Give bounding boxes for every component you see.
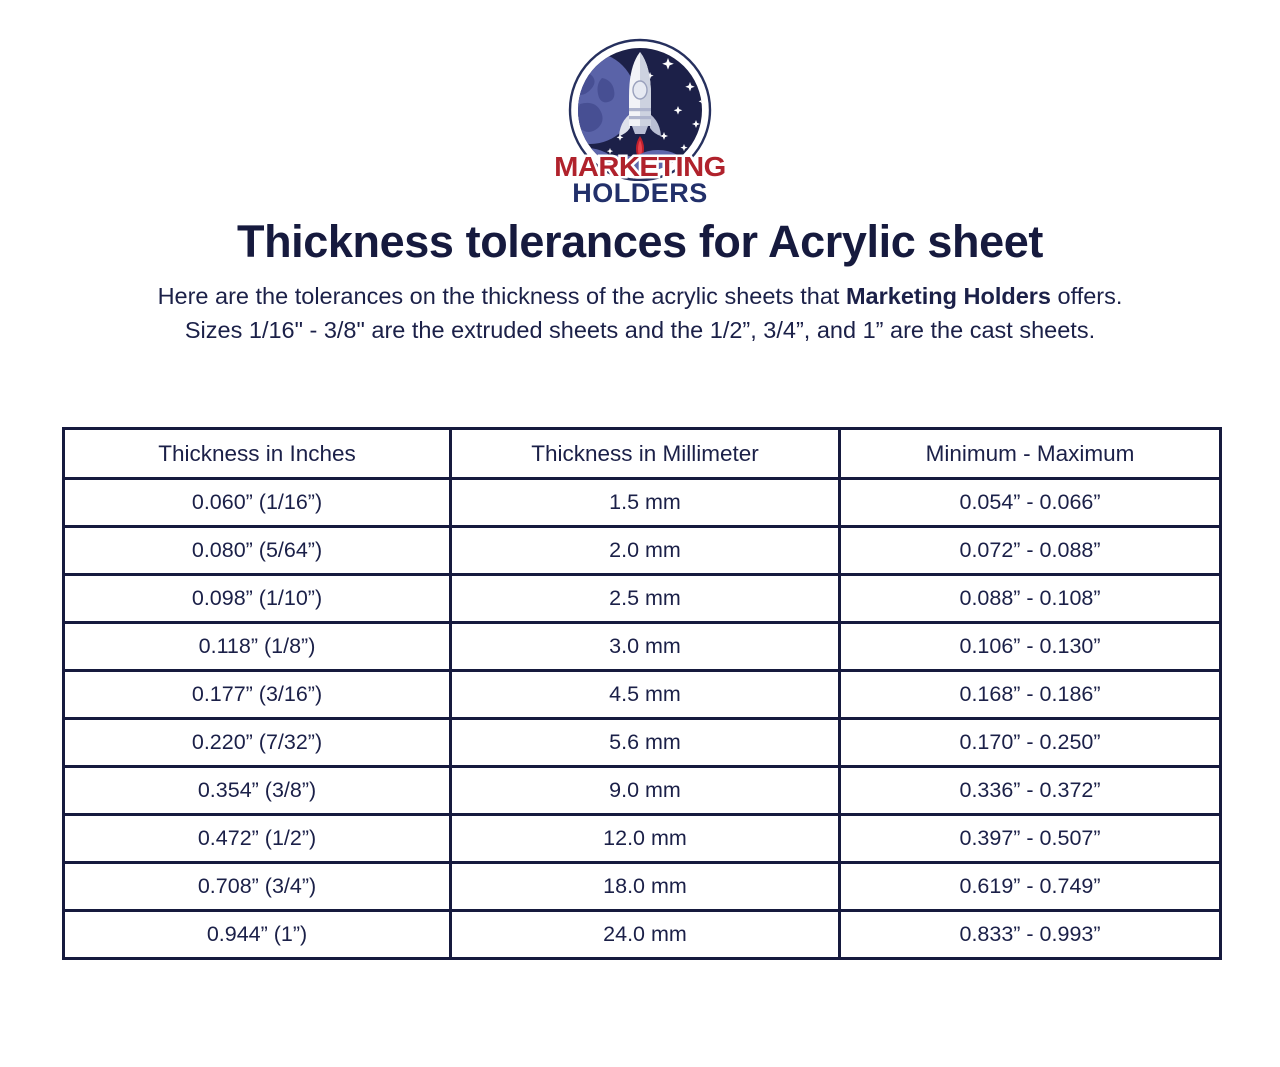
marketing-holders-logo: MARKETING HOLDERS bbox=[550, 28, 730, 208]
cell-min-max: 0.619” - 0.749” bbox=[838, 861, 1222, 912]
table-row: 0.060” (1/16”) 1.5 mm 0.054” - 0.066” bbox=[62, 477, 1222, 528]
cell-min-max: 0.088” - 0.108” bbox=[838, 573, 1222, 624]
cell-min-max: 0.072” - 0.088” bbox=[838, 525, 1222, 576]
cell-millimeter: 18.0 mm bbox=[449, 861, 841, 912]
cell-inches: 0.080” (5/64”) bbox=[62, 525, 452, 576]
table-row: 0.220” (7/32”) 5.6 mm 0.170” - 0.250” bbox=[62, 717, 1222, 768]
cell-min-max: 0.106” - 0.130” bbox=[838, 621, 1222, 672]
subtitle-line-1: Here are the tolerances on the thickness… bbox=[40, 279, 1240, 313]
table-header-row: Thickness in Inches Thickness in Millime… bbox=[62, 427, 1222, 480]
cell-inches: 0.060” (1/16”) bbox=[62, 477, 452, 528]
cell-millimeter: 24.0 mm bbox=[449, 909, 841, 960]
cell-min-max: 0.054” - 0.066” bbox=[838, 477, 1222, 528]
logo-word-marketing: MARKETING bbox=[552, 149, 729, 185]
cell-millimeter: 12.0 mm bbox=[449, 813, 841, 864]
page-subtitle: Here are the tolerances on the thickness… bbox=[40, 279, 1240, 348]
cell-inches: 0.177” (3/16”) bbox=[62, 669, 452, 720]
cell-min-max: 0.168” - 0.186” bbox=[838, 669, 1222, 720]
table-row: 0.472” (1/2”) 12.0 mm 0.397” - 0.507” bbox=[62, 813, 1222, 864]
cell-millimeter: 9.0 mm bbox=[449, 765, 841, 816]
tolerance-table: Thickness in Inches Thickness in Millime… bbox=[62, 427, 1222, 960]
logo-container: MARKETING HOLDERS bbox=[0, 0, 1280, 208]
cell-inches: 0.118” (1/8”) bbox=[62, 621, 452, 672]
cell-min-max: 0.397” - 0.507” bbox=[838, 813, 1222, 864]
cell-millimeter: 4.5 mm bbox=[449, 669, 841, 720]
subtitle-line-1-prefix: Here are the tolerances on the thickness… bbox=[157, 282, 846, 309]
cell-millimeter: 1.5 mm bbox=[449, 477, 841, 528]
table-row: 0.708” (3/4”) 18.0 mm 0.619” - 0.749” bbox=[62, 861, 1222, 912]
table-row: 0.118” (1/8”) 3.0 mm 0.106” - 0.130” bbox=[62, 621, 1222, 672]
cell-inches: 0.220” (7/32”) bbox=[62, 717, 452, 768]
svg-text:HOLDERS: HOLDERS bbox=[572, 178, 708, 208]
subtitle-brand-name: Marketing Holders bbox=[845, 282, 1051, 309]
cell-inches: 0.472” (1/2”) bbox=[62, 813, 452, 864]
cell-min-max: 0.833” - 0.993” bbox=[838, 909, 1222, 960]
table-row: 0.098” (1/10”) 2.5 mm 0.088” - 0.108” bbox=[62, 573, 1222, 624]
tolerance-table-container: Thickness in Inches Thickness in Millime… bbox=[62, 427, 1222, 960]
cell-millimeter: 5.6 mm bbox=[449, 717, 841, 768]
svg-text:MARKETING: MARKETING bbox=[554, 151, 726, 182]
cell-inches: 0.354” (3/8”) bbox=[62, 765, 452, 816]
cell-min-max: 0.170” - 0.250” bbox=[838, 717, 1222, 768]
column-header-min-max: Minimum - Maximum bbox=[838, 427, 1222, 480]
cell-min-max: 0.336” - 0.372” bbox=[838, 765, 1222, 816]
logo-word-holders: HOLDERS bbox=[570, 176, 710, 209]
page-title: Thickness tolerances for Acrylic sheet bbox=[237, 216, 1043, 267]
cell-millimeter: 2.5 mm bbox=[449, 573, 841, 624]
subtitle-line-2: Sizes 1/16" - 3/8" are the extruded shee… bbox=[184, 316, 1096, 343]
cell-millimeter: 3.0 mm bbox=[449, 621, 841, 672]
column-header-millimeter: Thickness in Millimeter bbox=[449, 427, 841, 480]
table-row: 0.177” (3/16”) 4.5 mm 0.168” - 0.186” bbox=[62, 669, 1222, 720]
table-row: 0.080” (5/64”) 2.0 mm 0.072” - 0.088” bbox=[62, 525, 1222, 576]
cell-millimeter: 2.0 mm bbox=[449, 525, 841, 576]
column-header-inches: Thickness in Inches bbox=[62, 427, 452, 480]
cell-inches: 0.944” (1”) bbox=[62, 909, 452, 960]
cell-inches: 0.708” (3/4”) bbox=[62, 861, 452, 912]
table-row: 0.944” (1”) 24.0 mm 0.833” - 0.993” bbox=[62, 909, 1222, 960]
table-body: 0.060” (1/16”) 1.5 mm 0.054” - 0.066” 0.… bbox=[62, 477, 1222, 960]
table-row: 0.354” (3/8”) 9.0 mm 0.336” - 0.372” bbox=[62, 765, 1222, 816]
subtitle-line-1-suffix: offers. bbox=[1051, 282, 1123, 309]
cell-inches: 0.098” (1/10”) bbox=[62, 573, 452, 624]
